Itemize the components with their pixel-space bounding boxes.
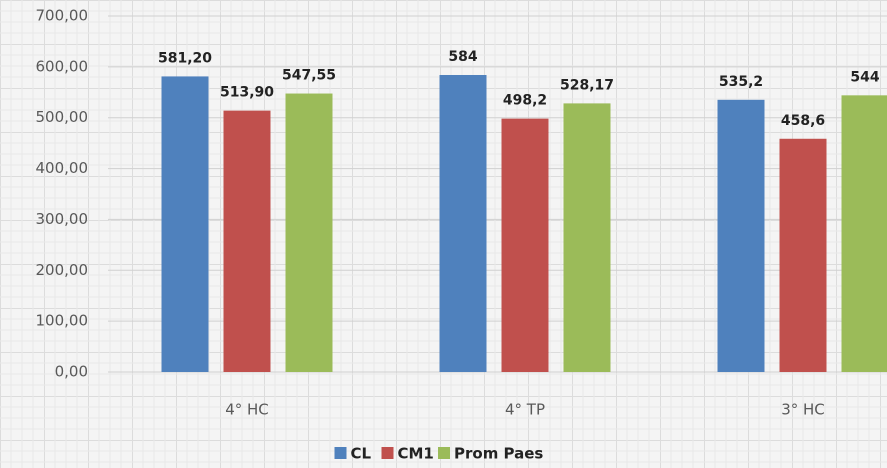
bar [439, 74, 487, 372]
data-label: 584 [448, 49, 477, 65]
bar [501, 118, 549, 372]
data-label: 528,17 [560, 77, 614, 93]
bar [223, 110, 271, 372]
x-tick-label: 3° HC [781, 401, 825, 419]
y-tick-label: 200,00 [36, 261, 89, 279]
data-label: 535,2 [719, 74, 763, 90]
legend-label: CM1 [398, 445, 434, 463]
x-tick-label: 4° HC [225, 401, 269, 419]
y-tick-label: 100,00 [36, 312, 89, 330]
x-tick-label: 4° TP [505, 401, 545, 419]
y-tick-label: 600,00 [36, 57, 89, 75]
y-tick-label: 0,00 [55, 363, 88, 381]
legend-swatch [438, 447, 450, 459]
y-tick-label: 400,00 [36, 159, 89, 177]
data-label: 544 [850, 69, 879, 85]
legend-swatch [381, 447, 394, 459]
data-label: 498,2 [503, 93, 547, 109]
data-label: 458,6 [781, 113, 825, 129]
bar [779, 138, 827, 372]
legend-label: CL [351, 445, 372, 463]
y-tick-label: 500,00 [36, 108, 89, 126]
y-tick-label: 700,00 [36, 7, 89, 25]
bar [841, 95, 887, 372]
bar [717, 99, 765, 373]
y-tick-label: 300,00 [36, 210, 89, 228]
bar [285, 93, 333, 373]
legend-swatch [334, 447, 347, 459]
data-label: 513,90 [220, 85, 274, 101]
data-label: 581,20 [158, 50, 212, 66]
legend-label: Prom Paes [454, 445, 543, 463]
bar [563, 103, 611, 373]
bar [161, 76, 209, 373]
data-label: 547,55 [282, 68, 336, 84]
